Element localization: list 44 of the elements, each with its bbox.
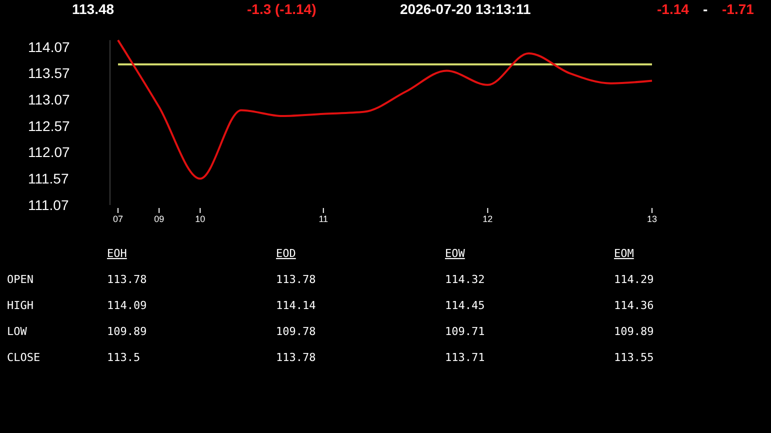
text: 113.55: [614, 351, 654, 364]
text: -: [703, 1, 708, 17]
text: 113.71: [445, 351, 485, 364]
text: 109.89: [614, 325, 654, 338]
text: 114.14: [276, 299, 316, 312]
y-tick-label: 112.57: [28, 118, 70, 134]
text: 109.78: [276, 325, 316, 338]
text: 114.09: [107, 299, 147, 312]
y-tick-label: 113.07: [28, 92, 70, 108]
text: 113.48: [72, 1, 114, 17]
text: -1.3 (-1.14): [247, 1, 316, 17]
text: 114.29: [614, 273, 654, 286]
x-tick-label: 09: [154, 214, 164, 224]
text: 109.71: [445, 325, 485, 338]
y-tick-label: 114.07: [28, 38, 70, 55]
text: 113.5: [107, 351, 140, 364]
text: 109.89: [107, 325, 147, 338]
text: -1.71: [722, 1, 754, 17]
y-tick-label: 111.07: [28, 196, 69, 213]
x-tick-label: 11: [318, 214, 328, 224]
text: 2026-07-20 13:13:11: [400, 1, 531, 17]
text: 113.78: [276, 273, 316, 286]
x-tick-label: 07: [112, 214, 124, 224]
text: EOW: [445, 247, 466, 260]
line-series: [117, 39, 653, 180]
y-tick-label: 112.07: [28, 144, 70, 160]
y-tick-label: 113.57: [28, 65, 70, 82]
x-tick-label: 13: [646, 214, 658, 224]
text: 113.78: [107, 273, 147, 286]
text: EOM: [614, 247, 634, 260]
text: 114.32: [445, 273, 485, 286]
text: EOH: [107, 247, 127, 260]
x-tick-label: 10: [195, 214, 206, 224]
x-tick-label: 12: [482, 214, 493, 224]
text: CLOSE: [7, 351, 40, 364]
text: HIGH: [7, 299, 34, 312]
text: LOW: [7, 325, 28, 338]
text: 114.45: [445, 299, 485, 312]
text: OPEN: [7, 273, 34, 286]
text: 114.36: [614, 299, 654, 312]
text: 113.78: [276, 351, 316, 364]
text: EOD: [276, 247, 296, 260]
y-tick-label: 111.57: [28, 170, 69, 187]
text: -1.14: [657, 1, 690, 17]
